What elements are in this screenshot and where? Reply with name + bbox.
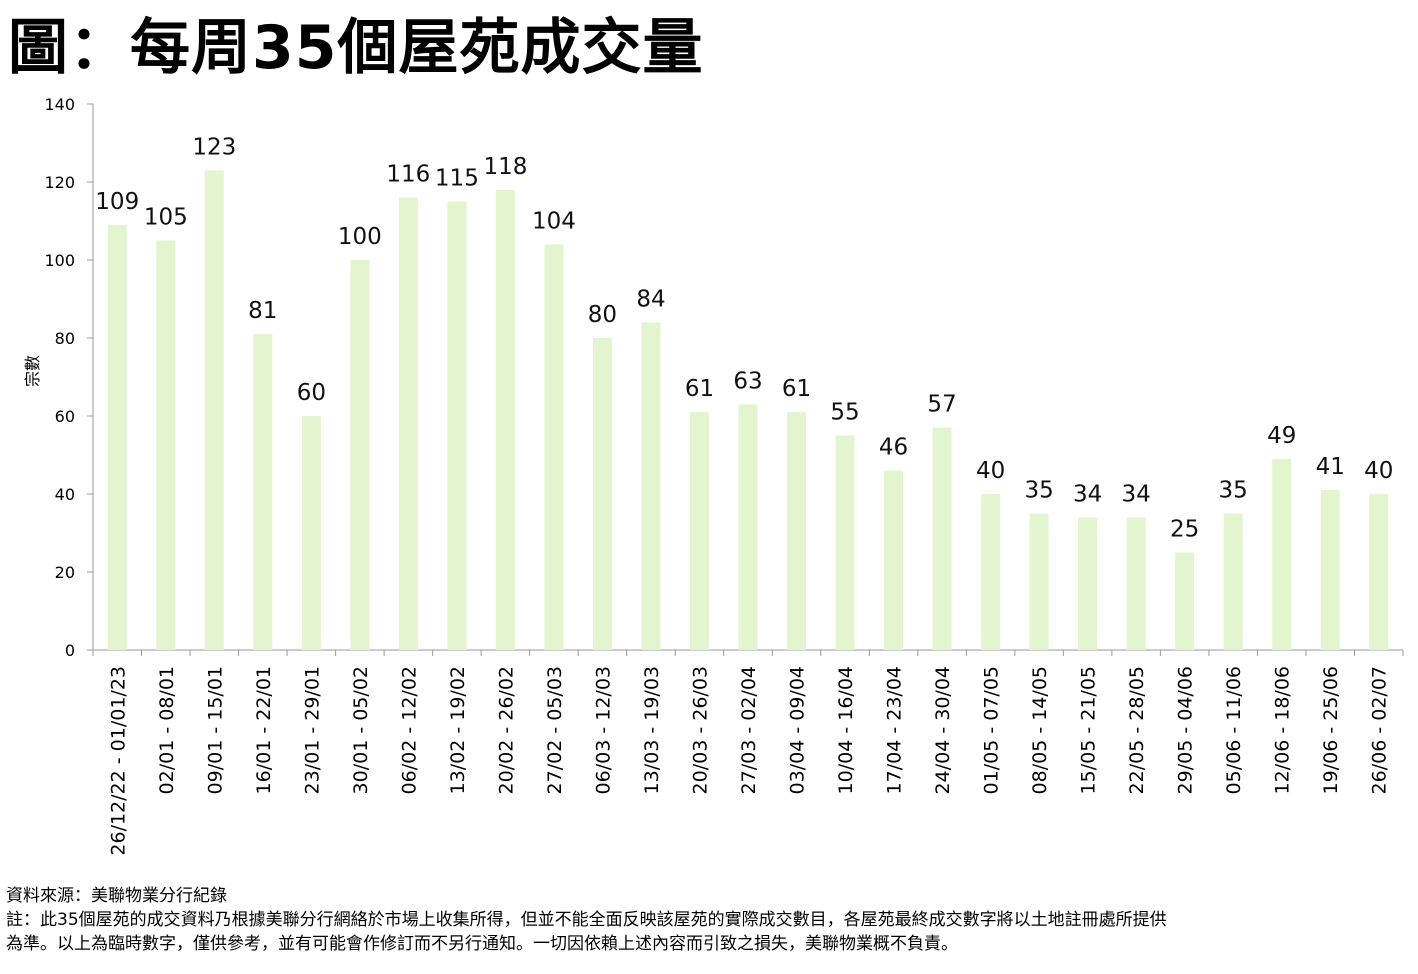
y-tick-label: 140 (44, 95, 75, 114)
y-tick-label: 0 (65, 641, 75, 660)
data-label: 57 (927, 392, 956, 418)
x-tick-label: 15/05 - 21/05 (1078, 666, 1100, 794)
x-tick-label: 09/01 - 15/01 (204, 666, 226, 794)
data-label: 40 (1364, 458, 1393, 484)
bar (398, 197, 418, 650)
y-tick-label: 20 (55, 563, 75, 582)
bar (544, 244, 564, 650)
data-label: 55 (830, 400, 859, 426)
bar (592, 338, 612, 650)
bar (689, 412, 709, 650)
x-tick-label: 30/01 - 05/02 (350, 666, 372, 794)
x-tick-label: 19/06 - 25/06 (1320, 666, 1342, 794)
data-label: 81 (248, 298, 277, 324)
x-tick-label: 20/03 - 26/03 (689, 666, 711, 794)
bar (495, 189, 515, 651)
bar (835, 435, 855, 650)
y-tick-label: 60 (55, 407, 75, 426)
data-label: 104 (532, 208, 576, 234)
data-label: 115 (435, 166, 479, 192)
x-tick-label: 26/12/22 - 01/01/23 (107, 666, 129, 856)
bar (350, 260, 370, 650)
x-tick-label: 27/03 - 02/04 (738, 666, 760, 794)
x-tick-label: 13/02 - 19/02 (447, 666, 469, 794)
bar (738, 404, 758, 650)
data-label: 63 (733, 368, 762, 394)
y-axis-title: 宗數 (23, 355, 42, 387)
data-label: 34 (1122, 481, 1151, 507)
data-label: 60 (297, 380, 326, 406)
x-tick-label: 13/03 - 19/03 (641, 666, 663, 794)
x-tick-label: 08/05 - 14/05 (1029, 666, 1051, 794)
y-tick-label: 120 (44, 173, 75, 192)
x-tick-label: 06/02 - 12/02 (398, 666, 420, 794)
data-label: 41 (1316, 454, 1345, 480)
data-label: 46 (879, 435, 908, 461)
disclaimer-line-1: 註：此35個屋苑的成交資料乃根據美聯分行網絡於市場上收集所得，但並不能全面反映該… (6, 910, 1167, 930)
data-label: 80 (588, 302, 617, 328)
bar (1078, 517, 1098, 650)
data-label: 100 (338, 224, 382, 250)
bar-chart: 0 20 40 60 80 100 120 140 宗數 109 26/12/22 - 01/01/… (23, 95, 1404, 856)
bar (204, 170, 224, 651)
data-label: 35 (1024, 478, 1053, 504)
x-tick-label: 10/04 - 16/04 (835, 666, 857, 794)
y-tick-label: 100 (44, 251, 75, 270)
bar (981, 494, 1001, 650)
x-tick-label: 27/02 - 05/03 (544, 666, 566, 794)
data-label: 34 (1073, 481, 1102, 507)
x-tick-label: 20/02 - 26/02 (495, 666, 517, 794)
chart-title: 圖：每周35個屋苑成交量 (8, 13, 704, 83)
x-tick-label: 01/05 - 07/05 (981, 666, 1003, 794)
x-tick-label: 26/06 - 02/07 (1369, 666, 1391, 794)
y-tick-label: 40 (55, 485, 75, 504)
bar (884, 470, 904, 650)
bar (301, 416, 321, 650)
bar (787, 412, 807, 650)
x-tick-label: 29/05 - 04/06 (1175, 666, 1197, 794)
disclaimer-line-2: 為準。以上為臨時數字，僅供參考，並有可能會作修訂而不另行通知。一切因依賴上述內容… (6, 934, 958, 954)
x-tick-label: 24/04 - 30/04 (932, 666, 954, 794)
x-tick-label: 23/01 - 29/01 (301, 666, 323, 794)
x-tick-label: 16/01 - 22/01 (253, 666, 275, 794)
x-tick-label: 05/06 - 11/06 (1223, 666, 1245, 794)
data-label: 61 (782, 376, 811, 402)
x-tick-label: 17/04 - 23/04 (884, 666, 906, 794)
data-label: 25 (1170, 517, 1199, 543)
data-label: 49 (1267, 423, 1296, 449)
data-label: 109 (95, 189, 139, 215)
data-label: 116 (386, 162, 430, 188)
bar (156, 240, 176, 650)
data-label: 61 (685, 376, 714, 402)
bar (932, 427, 952, 650)
bar (1223, 513, 1243, 650)
x-tick-label: 06/03 - 12/03 (592, 666, 614, 794)
bar (253, 334, 273, 650)
x-tick-label: 03/04 - 09/04 (787, 666, 809, 794)
bar (1126, 517, 1146, 650)
bar (447, 201, 467, 650)
data-label: 40 (976, 458, 1005, 484)
x-tick-label: 02/01 - 08/01 (156, 666, 178, 794)
data-label: 35 (1219, 478, 1248, 504)
bar (1175, 552, 1195, 650)
x-tick-label: 12/06 - 18/06 (1272, 666, 1294, 794)
data-label: 123 (192, 134, 236, 160)
bar (1369, 494, 1389, 650)
bar (107, 224, 127, 650)
y-tick-label: 80 (55, 329, 75, 348)
data-label: 105 (144, 205, 188, 231)
bar (1272, 458, 1292, 650)
bar (1320, 490, 1340, 650)
bar (1029, 513, 1049, 650)
source-note: 資料來源：美聯物業分行紀錄 (6, 886, 227, 906)
data-label: 118 (483, 154, 527, 180)
bar (641, 322, 661, 650)
data-label: 84 (636, 286, 665, 312)
x-tick-label: 22/05 - 28/05 (1126, 666, 1148, 794)
